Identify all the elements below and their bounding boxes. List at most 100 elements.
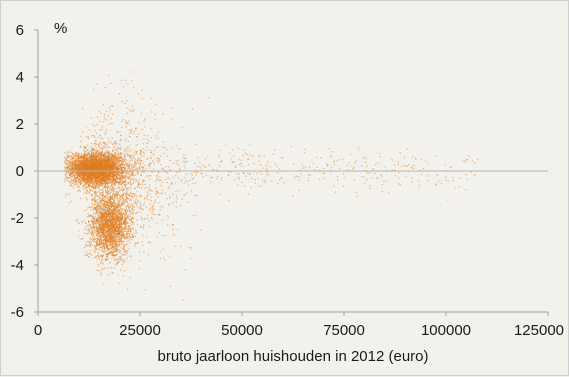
data-point: [94, 198, 96, 200]
data-point: [218, 156, 220, 158]
data-point: [86, 209, 88, 211]
data-point: [167, 187, 169, 190]
data-point: [104, 206, 106, 208]
data-point: [116, 264, 118, 266]
data-point: [68, 193, 70, 195]
data-point: [113, 201, 115, 203]
data-point: [388, 192, 390, 194]
data-point: [98, 228, 100, 230]
data-point: [93, 179, 95, 181]
data-point: [93, 203, 96, 205]
data-point: [168, 178, 171, 180]
data-point: [130, 211, 132, 213]
data-point: [352, 168, 354, 170]
data-point: [113, 172, 115, 174]
data-point: [182, 299, 184, 301]
data-point: [78, 159, 80, 161]
data-point: [108, 199, 110, 201]
data-point: [114, 161, 116, 163]
data-point: [474, 162, 476, 164]
data-point: [120, 259, 122, 261]
data-point: [115, 219, 117, 221]
data-point: [81, 221, 83, 223]
data-point: [115, 144, 117, 146]
data-point: [149, 167, 151, 169]
data-point: [78, 153, 80, 156]
data-point: [100, 205, 103, 208]
data-point: [98, 234, 101, 236]
data-point: [137, 159, 139, 161]
data-point: [106, 234, 108, 236]
data-point: [121, 120, 123, 123]
data-point: [158, 137, 160, 139]
data-point: [113, 168, 115, 170]
data-point: [86, 154, 88, 157]
data-point: [336, 176, 339, 178]
data-point: [94, 251, 96, 253]
data-point: [139, 205, 141, 207]
data-point: [91, 186, 93, 188]
data-point: [156, 236, 158, 238]
data-point: [301, 163, 303, 165]
data-point: [381, 184, 383, 186]
data-point: [106, 119, 108, 121]
data-point: [107, 207, 110, 209]
data-point: [112, 229, 114, 232]
data-point: [126, 154, 128, 156]
data-point: [183, 154, 185, 156]
data-point: [106, 232, 108, 235]
data-point: [115, 180, 117, 182]
data-point: [79, 190, 81, 192]
data-point: [96, 234, 98, 236]
data-point: [142, 227, 145, 230]
data-point: [148, 220, 150, 222]
data-point: [117, 160, 119, 162]
data-point: [125, 149, 127, 152]
data-point: [78, 154, 80, 156]
data-point: [65, 172, 67, 174]
data-point: [108, 151, 110, 153]
data-point: [105, 186, 108, 188]
data-point: [95, 244, 98, 246]
data-point: [98, 208, 100, 210]
data-point: [112, 202, 115, 204]
data-point: [104, 217, 106, 219]
data-point: [254, 182, 256, 184]
data-point: [84, 176, 86, 178]
data-point: [105, 241, 107, 243]
data-point: [110, 234, 113, 236]
data-point: [94, 149, 96, 152]
data-point: [121, 210, 123, 212]
data-point: [120, 79, 123, 82]
data-point: [126, 172, 128, 174]
data-point: [175, 201, 177, 203]
data-point: [133, 232, 135, 234]
data-point: [110, 242, 112, 245]
data-point: [83, 161, 85, 163]
data-point: [369, 187, 371, 190]
data-point: [135, 242, 137, 244]
data-point: [107, 137, 109, 139]
data-point: [84, 161, 86, 163]
data-point: [109, 160, 111, 163]
data-point: [92, 216, 94, 218]
data-point: [123, 200, 125, 202]
data-point: [138, 183, 140, 185]
data-point: [113, 215, 115, 217]
data-point: [88, 242, 91, 244]
data-point: [143, 138, 145, 140]
data-point: [65, 168, 67, 170]
data-point: [118, 204, 120, 206]
data-point: [105, 159, 107, 161]
data-point: [100, 189, 102, 191]
data-point: [117, 154, 119, 156]
data-point: [100, 180, 103, 182]
data-point: [428, 175, 430, 177]
data-point: [67, 169, 69, 171]
data-point: [94, 145, 96, 147]
data-point: [247, 172, 249, 174]
data-point: [107, 145, 109, 148]
data-point: [118, 245, 120, 247]
data-point: [67, 163, 69, 166]
data-point: [183, 164, 185, 167]
